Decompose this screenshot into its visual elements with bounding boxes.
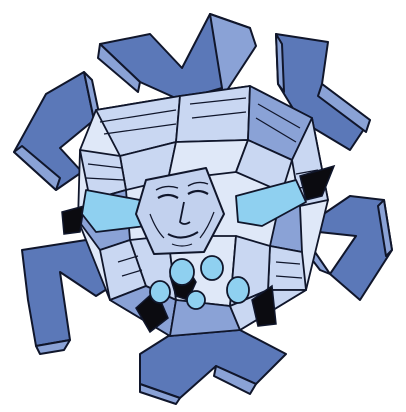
eye-left [157,193,179,199]
arm-top-right [275,33,371,151]
mouth [167,231,199,239]
arm-top [97,13,257,101]
outer-arms [13,13,393,405]
face [135,167,225,255]
nose [179,201,191,225]
eye-right [187,189,209,195]
ice-chains [81,179,307,310]
